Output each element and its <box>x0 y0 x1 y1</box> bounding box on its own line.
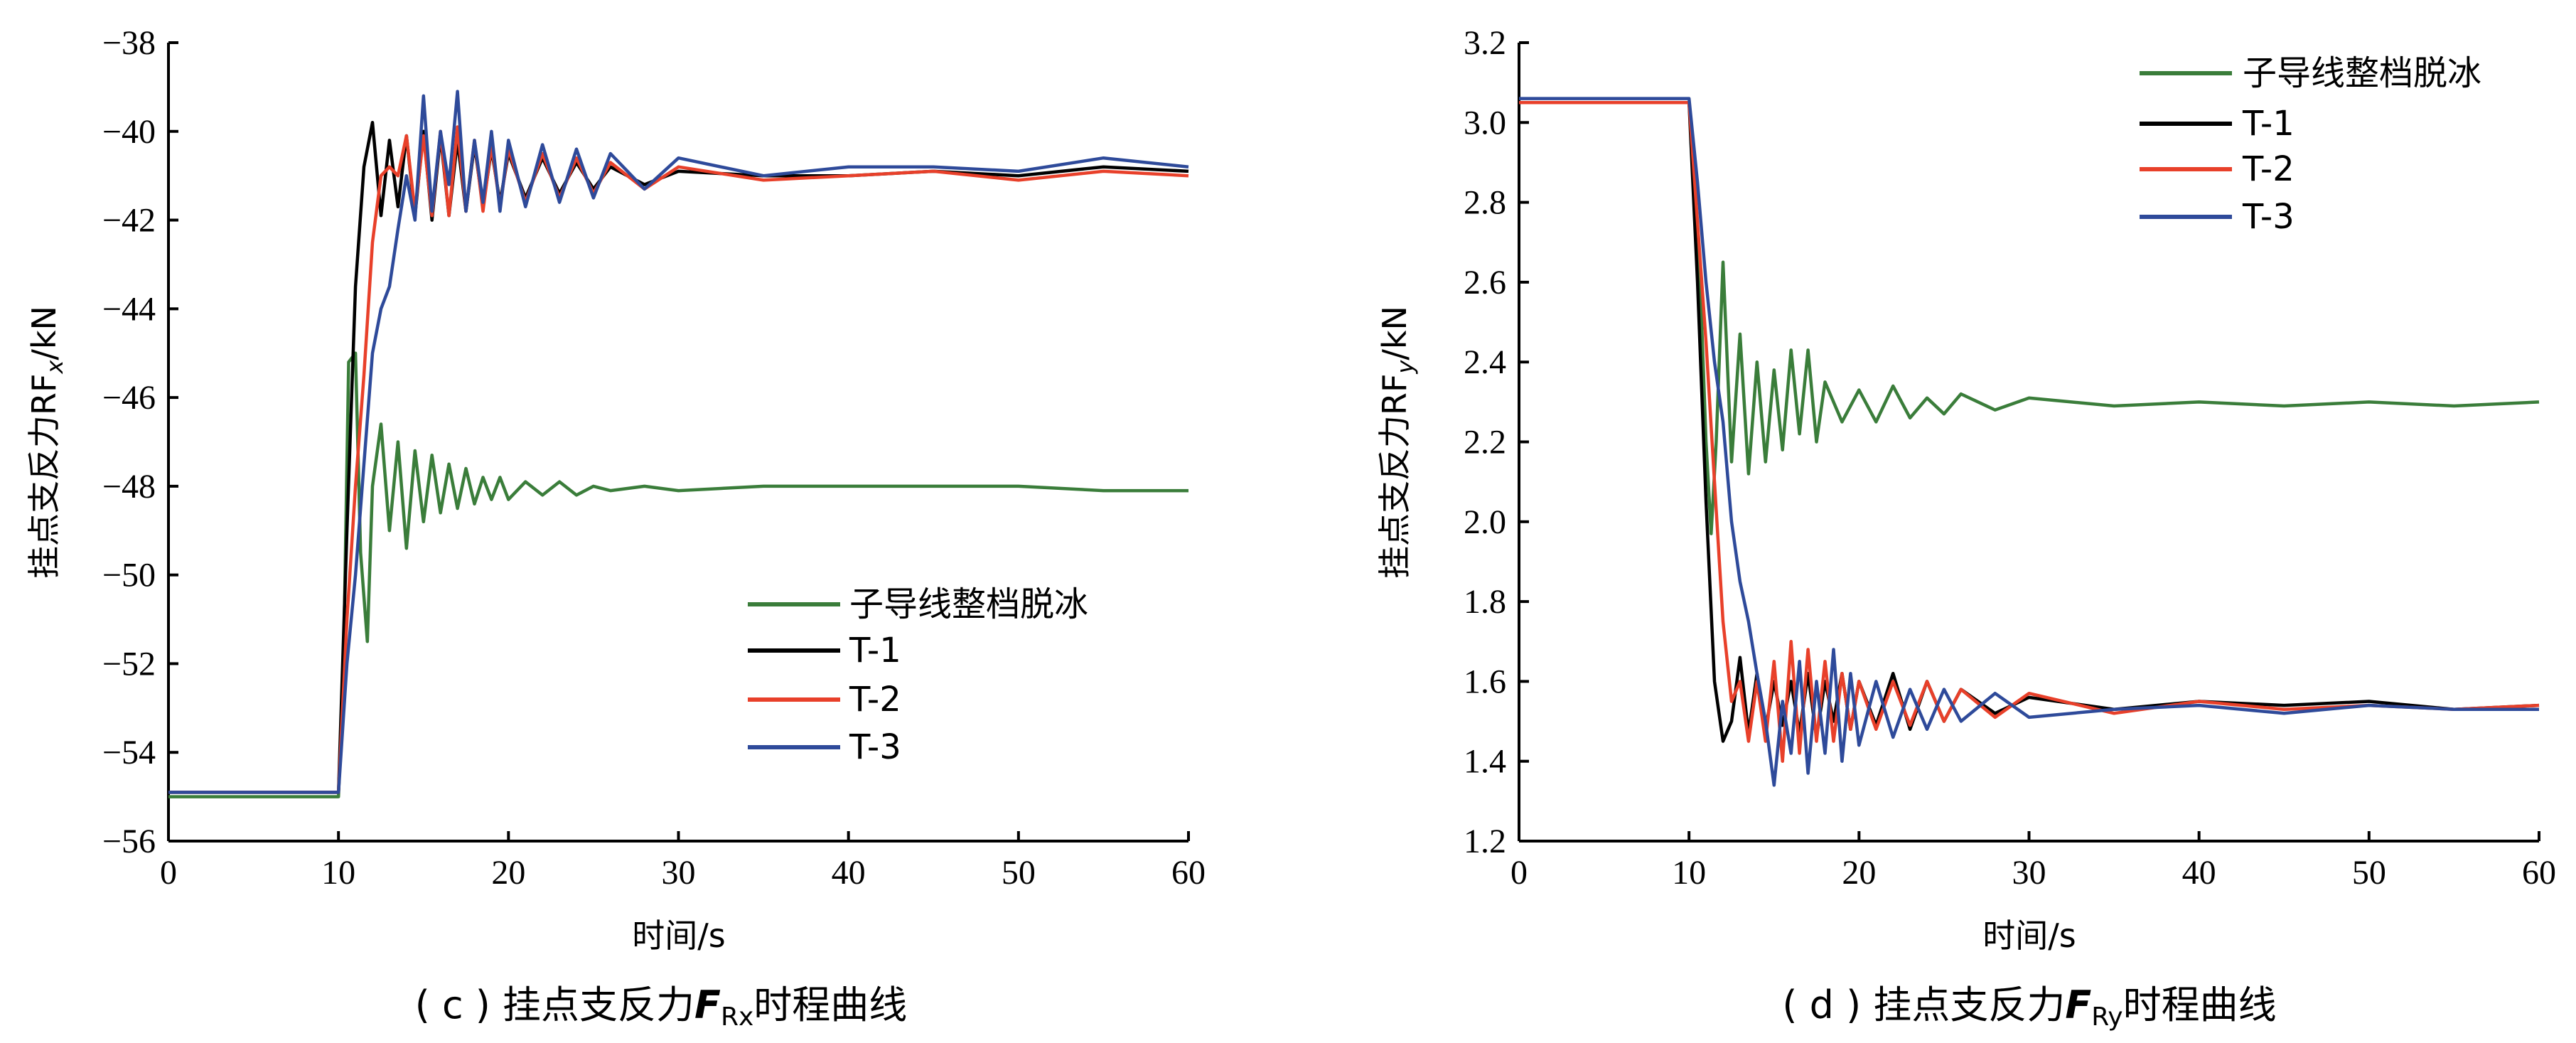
chart-c-y-tick-label: −38 <box>102 24 156 62</box>
chart-c-y-tick-label: −56 <box>102 823 156 860</box>
chart-d: 0 10 20 30 40 50 60 3.2 3.0 2.8 2.6 2.4 2.2 2.0 1.8 1.6… <box>1375 24 2556 1032</box>
chart-c-x-label: 时间/s <box>632 916 725 955</box>
chart-d-y-tick-label: 1.8 <box>1464 583 1506 621</box>
chart-c-x-tick-label: 20 <box>491 854 525 892</box>
chart-d-legend-label-2: T-2 <box>2242 149 2295 189</box>
chart-d-x-tick-label: 20 <box>1842 854 1876 892</box>
chart-c-y-label: 挂点支反力RFx/kN <box>25 306 68 579</box>
chart-d-y-tick-label: 2.4 <box>1464 343 1506 381</box>
chart-d-y-tick-label: 2.6 <box>1464 264 1506 301</box>
chart-c: 0 10 20 30 40 50 60 −38 −40 −42 −44 −46 −48 −50 −52 −54… <box>25 24 1206 1032</box>
chart-d-caption: ( d ) 挂点支反力FRy时程曲线 <box>1782 983 2276 1032</box>
chart-d-y-tick-label: 1.4 <box>1464 743 1506 781</box>
chart-c-x-tick-label: 40 <box>832 854 866 892</box>
chart-c-ticks: 0 10 20 30 40 50 60 −38 −40 −42 −44 −46 −48 −50 −52 −54… <box>102 24 1206 892</box>
chart-d-x-label: 时间/s <box>1982 916 2076 955</box>
chart-c-y-tick-label: −40 <box>102 113 156 151</box>
chart-d-x-tick-label: 50 <box>2352 854 2386 892</box>
chart-d-series-0 <box>1519 100 2540 535</box>
chart-d-x-tick-label: 0 <box>1510 854 1528 892</box>
chart-d-y-tick-label: 2.0 <box>1464 503 1506 541</box>
chart-d-x-tick-label: 40 <box>2182 854 2216 892</box>
chart-c-legend-label-0: 子导线整档脱冰 <box>849 584 1088 624</box>
chart-c-y-tick-label: −42 <box>102 202 156 240</box>
chart-d-y-tick-label: 1.2 <box>1464 823 1506 860</box>
chart-c-x-tick-label: 50 <box>1002 854 1036 892</box>
chart-d-series-3 <box>1519 97 2539 787</box>
chart-d-legend-label-3: T-3 <box>2242 197 2295 237</box>
chart-c-x-tick-label: 0 <box>160 854 177 892</box>
chart-c-caption: ( c ) 挂点支反力FRx时程曲线 <box>415 983 908 1032</box>
chart-c-legend-label-1: T-1 <box>849 631 901 670</box>
chart-d-x-tick-label: 30 <box>2012 854 2046 892</box>
chart-d-y-tick-label: 3.0 <box>1464 104 1506 141</box>
chart-c-y-tick-label: −54 <box>102 734 156 771</box>
chart-c-y-tick-label: −50 <box>102 557 156 594</box>
chart-c-y-tick-label: −52 <box>102 645 156 683</box>
chart-c-lines <box>168 90 1189 798</box>
chart-d-legend: 子导线整档脱冰 T-1 T-2 T-3 <box>2140 53 2481 237</box>
chart-d-y-tick-label: 1.6 <box>1464 663 1506 700</box>
chart-c-series-2 <box>168 125 1189 794</box>
chart-d-legend-label-0: 子导线整档脱冰 <box>2243 53 2481 93</box>
chart-c-y-tick-label: −48 <box>102 468 156 506</box>
chart-d-y-tick-label: 2.2 <box>1464 424 1506 461</box>
chart-c-legend-label-3: T-3 <box>849 727 901 767</box>
chart-c-series-3 <box>168 90 1189 794</box>
chart-c-series-1 <box>168 121 1189 794</box>
chart-c-x-tick-label: 60 <box>1171 854 1206 892</box>
chart-d-lines <box>1519 97 2540 787</box>
chart-c-x-tick-label: 10 <box>321 854 355 892</box>
chart-c-x-tick-label: 30 <box>662 854 696 892</box>
chart-c-legend: 子导线整档脱冰 T-1 T-2 T-3 <box>748 584 1088 767</box>
chart-c-y-tick-label: −44 <box>102 290 156 328</box>
chart-d-x-tick-label: 60 <box>2522 854 2556 892</box>
chart-d-y-tick-label: 3.2 <box>1464 24 1506 62</box>
chart-c-series-0 <box>168 351 1188 798</box>
chart-c-legend-label-2: T-2 <box>849 680 901 720</box>
chart-c-y-tick-label: −46 <box>102 379 156 417</box>
chart-d-ticks: 0 10 20 30 40 50 60 3.2 3.0 2.8 2.6 2.4 2.2 2.0 1.8 1.6… <box>1464 24 2556 892</box>
chart-d-y-tick-label: 2.8 <box>1464 184 1506 222</box>
chart-d-series-2 <box>1519 100 2540 763</box>
chart-d-x-tick-label: 10 <box>1672 854 1706 892</box>
chart-d-legend-label-1: T-1 <box>2242 104 2295 144</box>
chart-d-y-label: 挂点支反力RFy/kN <box>1375 306 1419 579</box>
chart-d-series-1 <box>1519 100 2540 743</box>
